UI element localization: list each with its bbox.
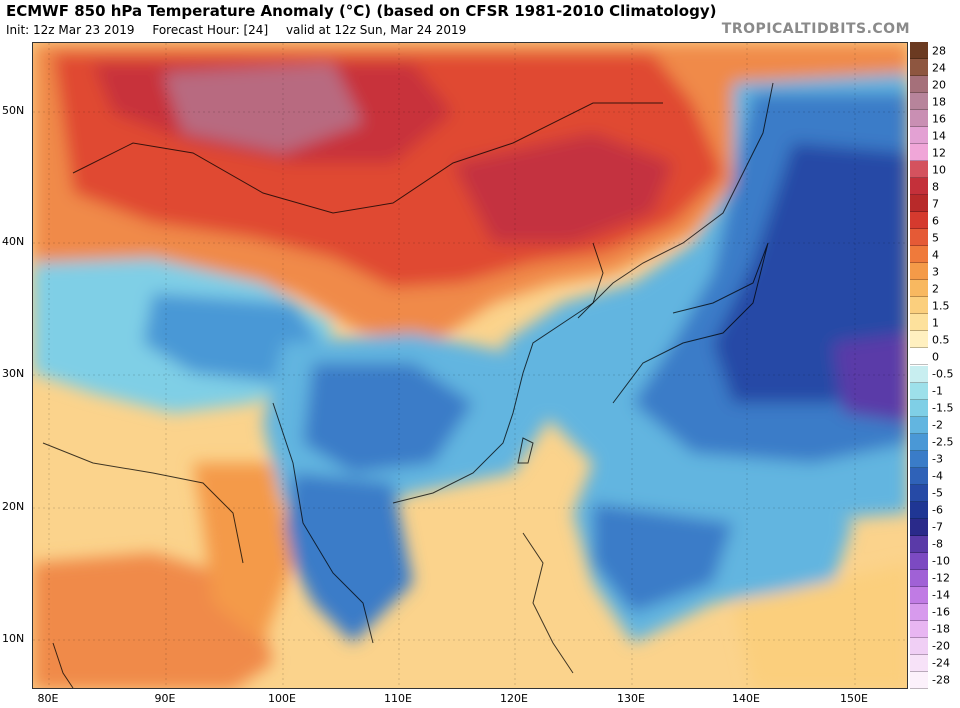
lon-label: 100E: [268, 692, 296, 705]
colorbar-label: 10: [932, 163, 946, 177]
colorbar-swatch: [910, 654, 928, 672]
colorbar-label: -0.5: [932, 367, 954, 381]
colorbar-swatch: [910, 331, 928, 349]
colorbar-swatch: [910, 42, 928, 60]
forecast-hour: Forecast Hour: [24]: [152, 23, 269, 37]
site-brand: TROPICALTIDBITS.COM: [721, 21, 910, 37]
colorbar-label: 0.5: [932, 333, 950, 347]
colorbar-swatch: [910, 416, 928, 434]
colorbar-label: 3: [932, 265, 939, 279]
colorbar-swatch: [910, 212, 928, 230]
colorbar-label: -3: [932, 452, 943, 466]
colorbar-label: -16: [932, 605, 950, 619]
lat-label: 10N: [2, 632, 25, 645]
colorbar-swatch: [910, 637, 928, 655]
colorbar-swatch: [910, 603, 928, 621]
colorbar: 28 24 20 18 16 14 12 10 8 7 6 5 4 3 2 1.5 1 0.5 0 -0.5 -1 -1.…: [910, 42, 960, 689]
colorbar-swatch: [910, 501, 928, 519]
colorbar-swatch: [910, 399, 928, 417]
colorbar-label: -24: [932, 656, 950, 670]
colorbar-label: -1: [932, 384, 943, 398]
colorbar-swatch: [910, 671, 928, 689]
colorbar-label: -28: [932, 673, 950, 687]
colorbar-swatch: [910, 178, 928, 196]
colorbar-swatch: [910, 433, 928, 451]
colorbar-swatch: [910, 348, 928, 366]
lon-label: 90E: [154, 692, 176, 705]
map-title: ECMWF 850 hPa Temperature Anomaly (°C) (…: [6, 2, 717, 20]
colorbar-swatch: [910, 161, 928, 179]
colorbar-swatch: [910, 263, 928, 281]
colorbar-swatch: [910, 365, 928, 383]
colorbar-label: -2: [932, 418, 943, 432]
colorbar-label: 8: [932, 180, 939, 194]
lat-label: 30N: [2, 367, 25, 380]
colorbar-swatch: [910, 586, 928, 604]
colorbar-swatch: [910, 144, 928, 162]
colorbar-label: -6: [932, 503, 943, 517]
colorbar-swatch: [910, 127, 928, 145]
colorbar-label: -7: [932, 520, 943, 534]
colorbar-swatch: [910, 484, 928, 502]
colorbar-label: 4: [932, 248, 939, 262]
colorbar-swatch: [910, 280, 928, 298]
lon-label: 130E: [617, 692, 645, 705]
colorbar-label: 2: [932, 282, 939, 296]
anomaly-field: [33, 43, 907, 688]
colorbar-swatch: [910, 620, 928, 638]
lon-label: 110E: [384, 692, 412, 705]
colorbar-swatch: [910, 518, 928, 536]
colorbar-label: 1.5: [932, 299, 950, 313]
lat-label: 50N: [2, 104, 25, 117]
colorbar-label: 24: [932, 61, 946, 75]
anomaly-map: [32, 42, 908, 689]
colorbar-swatch: [910, 229, 928, 247]
colorbar-swatch: [910, 59, 928, 77]
colorbar-swatch: [910, 535, 928, 553]
colorbar-label: -8: [932, 537, 943, 551]
colorbar-label: 16: [932, 112, 946, 126]
colorbar-label: 6: [932, 214, 939, 228]
colorbar-label: -20: [932, 639, 950, 653]
lat-label: 40N: [2, 235, 25, 248]
colorbar-swatch: [910, 450, 928, 468]
colorbar-label: -10: [932, 554, 950, 568]
colorbar-label: -12: [932, 571, 950, 585]
colorbar-swatch: [910, 110, 928, 128]
colorbar-label: -1.5: [932, 401, 954, 415]
valid-time: valid at 12z Sun, Mar 24 2019: [285, 23, 467, 37]
colorbar-label: 0: [932, 350, 939, 364]
colorbar-label: -14: [932, 588, 950, 602]
colorbar-swatch: [910, 552, 928, 570]
colorbar-label: -2.5: [932, 435, 954, 449]
colorbar-label: -5: [932, 486, 943, 500]
lon-label: 140E: [732, 692, 760, 705]
colorbar-swatch: [910, 467, 928, 485]
colorbar-label: 28: [932, 44, 946, 57]
lat-label: 20N: [2, 500, 25, 513]
init-time: Init: 12z Mar 23 2019: [6, 23, 135, 37]
colorbar-label: 18: [932, 95, 946, 109]
colorbar-swatch: [910, 246, 928, 264]
colorbar-swatch: [910, 93, 928, 111]
colorbar-label: 14: [932, 129, 946, 143]
colorbar-label: 20: [932, 78, 946, 92]
colorbar-label: 12: [932, 146, 946, 160]
colorbar-swatch: [910, 314, 928, 332]
colorbar-swatch: [910, 569, 928, 587]
colorbar-label: 5: [932, 231, 939, 245]
lon-label: 80E: [37, 692, 59, 705]
colorbar-swatch: [910, 195, 928, 213]
colorbar-label: 1: [932, 316, 939, 330]
lon-label: 150E: [840, 692, 868, 705]
colorbar-label: -18: [932, 622, 950, 636]
run-info: Init: 12z Mar 23 2019 Forecast Hour: [24…: [6, 23, 480, 37]
colorbar-swatch: [910, 382, 928, 400]
colorbar-label: -4: [932, 469, 943, 483]
lon-label: 120E: [500, 692, 528, 705]
colorbar-swatch: [910, 76, 928, 94]
colorbar-swatch: [910, 297, 928, 315]
colorbar-label: 7: [932, 197, 939, 211]
